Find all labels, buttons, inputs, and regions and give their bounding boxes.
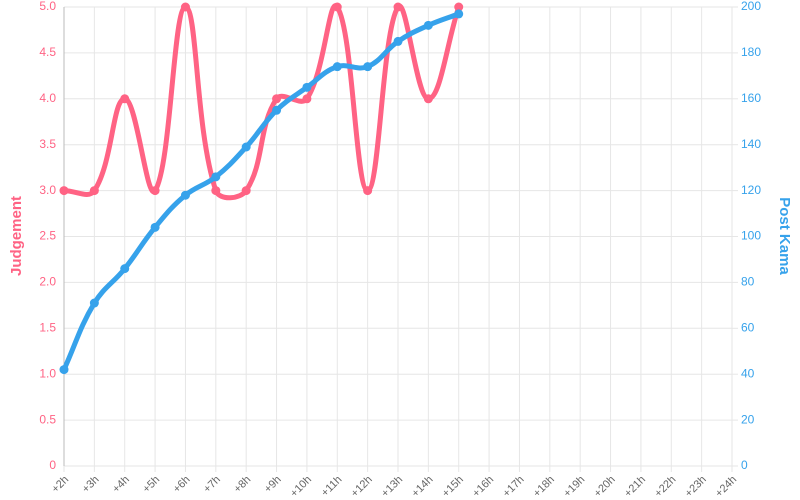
x-tick-label: +15h: [440, 474, 466, 500]
y2-axis-label: Post Kama: [776, 197, 793, 275]
data-point: [241, 186, 251, 196]
x-tick-label: +6h: [171, 474, 193, 496]
data-point: [454, 2, 464, 12]
y-tick-label: 2.0: [39, 275, 56, 289]
data-point: [120, 264, 130, 274]
data-point: [363, 62, 373, 72]
x-tick-label: +20h: [592, 474, 618, 500]
x-tick-label: +7h: [201, 474, 223, 496]
x-tick-label: +10h: [288, 474, 314, 500]
data-point: [89, 186, 99, 196]
data-point: [302, 82, 312, 92]
data-point: [89, 298, 99, 308]
line-series: [61, 11, 462, 373]
data-point: [211, 186, 221, 196]
y2-tick-label: 200: [741, 0, 761, 13]
data-point: [423, 20, 433, 30]
y-tick-label: 5.0: [39, 0, 56, 13]
data-point: [59, 186, 69, 196]
y-tick-label: 0.5: [39, 412, 56, 426]
x-tick-label: +13h: [379, 474, 405, 500]
x-tick-label: +16h: [470, 474, 496, 500]
data-point: [393, 36, 403, 46]
y2-tick-label: 180: [741, 45, 761, 59]
x-tick-label: +23h: [683, 474, 709, 500]
data-point: [454, 9, 464, 19]
x-tick-label: +9h: [262, 474, 284, 496]
y-tick-label: 4.5: [39, 45, 56, 59]
data-point: [211, 172, 221, 182]
y2-tick-label: 60: [741, 320, 755, 334]
y-tick-label: 3.5: [39, 137, 56, 151]
data-point: [272, 94, 282, 104]
data-point: [363, 186, 373, 196]
x-tick-label: +8h: [232, 474, 254, 496]
x-tick-label: +12h: [349, 474, 375, 500]
y2-tick-label: 80: [741, 275, 755, 289]
x-tick-label: +3h: [80, 474, 102, 496]
data-point: [180, 190, 190, 200]
y2-tick-label: 140: [741, 137, 761, 151]
y2-tick-label: 160: [741, 91, 761, 105]
y2-tick-label: 0: [741, 458, 748, 472]
data-point: [423, 94, 433, 104]
data-point: [120, 94, 130, 104]
y-tick-label: 3.0: [39, 183, 56, 197]
data-point: [180, 2, 190, 12]
data-point: [332, 62, 342, 72]
data-point: [150, 186, 160, 196]
y-tick-label: 1.0: [39, 366, 56, 380]
y-tick-label: 4.0: [39, 91, 56, 105]
x-tick-label: +11h: [319, 474, 344, 499]
x-tick-label: +2h: [49, 474, 71, 496]
data-point: [332, 2, 342, 12]
y2-tick-label: 120: [741, 183, 761, 197]
data-point: [393, 2, 403, 12]
data-point: [150, 222, 160, 232]
x-tick-label: +5h: [141, 474, 163, 496]
data-point: [302, 94, 312, 104]
data-point: [59, 365, 69, 375]
x-tick-label: +21h: [622, 474, 648, 500]
x-tick-label: +22h: [652, 474, 678, 500]
data-point: [272, 105, 282, 115]
x-tick-label: +14h: [410, 474, 436, 500]
y-tick-label: 1.5: [39, 320, 56, 334]
x-tick-label: +24h: [713, 474, 739, 500]
y2-tick-label: 40: [741, 366, 755, 380]
y-tick-label: 0: [49, 458, 56, 472]
y-axis-label: Judgement: [8, 196, 25, 276]
y2-tick-label: 100: [741, 229, 761, 243]
x-tick-label: +18h: [531, 474, 557, 500]
x-tick-label: +17h: [501, 474, 527, 500]
data-point: [241, 142, 251, 152]
y2-tick-label: 20: [741, 412, 755, 426]
x-tick-label: +4h: [110, 474, 132, 496]
y-tick-label: 2.5: [39, 229, 56, 243]
x-tick-label: +19h: [561, 474, 587, 500]
